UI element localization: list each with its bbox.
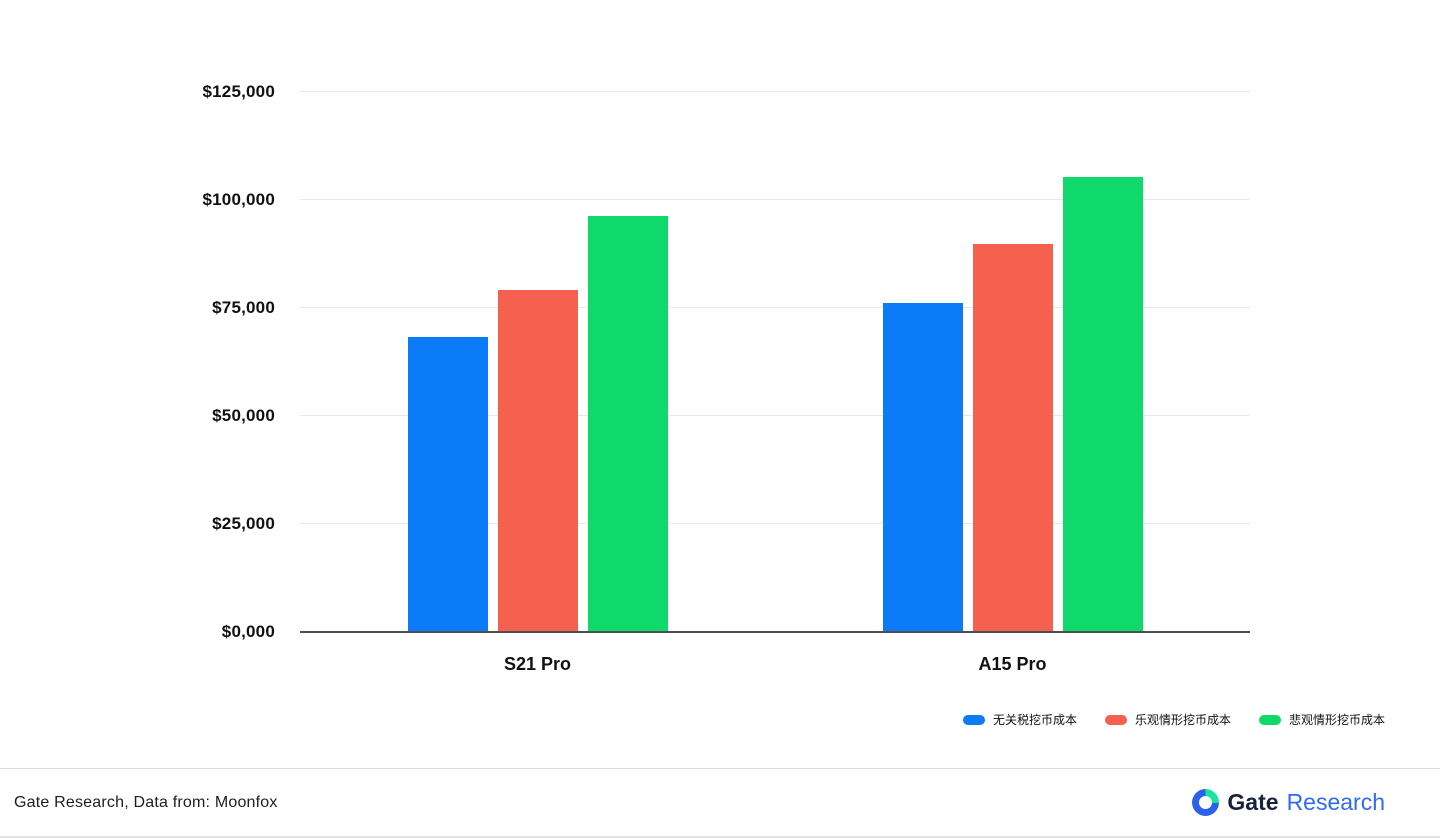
chart-gridlines: $125,000 $100,000 $75,000 $50,000 $25,000 $0,… xyxy=(202,82,1250,641)
y-axis-tick-label: $50,000 xyxy=(212,405,275,425)
y-axis-tick-label: $75,000 xyxy=(212,297,275,317)
brand-name-research: Research xyxy=(1286,789,1385,815)
x-axis-labels: S21 Pro A15 Pro xyxy=(300,631,1250,675)
legend-swatch-icon xyxy=(1104,714,1127,725)
y-axis-tick-label: $25,000 xyxy=(212,513,275,533)
bar-group-a15-pro xyxy=(775,91,1250,631)
legend-item[interactable]: 悲观情形挖币成本 xyxy=(1258,711,1385,728)
gate-logo-icon xyxy=(1192,789,1220,816)
y-axis-tick-label: $100,000 xyxy=(202,189,275,209)
bar[interactable] xyxy=(882,302,963,631)
bar[interactable] xyxy=(497,289,578,631)
y-gridline: $100,000 xyxy=(202,190,1250,209)
bar-group-s21-pro xyxy=(300,91,775,631)
y-gridline: $50,000 xyxy=(212,406,1250,425)
y-gridline: $75,000 xyxy=(212,298,1250,317)
gate-research-logo: Gate Research xyxy=(1192,789,1385,816)
legend-label: 悲观情形挖币成本 xyxy=(1288,713,1385,727)
legend-swatch-icon xyxy=(962,714,985,725)
legend-label: 乐观情形挖币成本 xyxy=(1134,713,1231,727)
y-gridline: $25,000 xyxy=(212,514,1250,533)
footer: Gate Research, Data from: Moonfox Gate R… xyxy=(0,768,1440,836)
bar[interactable] xyxy=(972,244,1053,631)
chart-legend: 无关税挖币成本 乐观情形挖币成本 悲观情形挖币成本 xyxy=(962,711,1385,728)
brand-name-gate: Gate xyxy=(1227,789,1279,815)
bar-chart: $125,000 $100,000 $75,000 $50,000 $25,000 $0,… xyxy=(202,82,1250,674)
x-axis-label: A15 Pro xyxy=(978,654,1047,674)
bar-groups xyxy=(300,91,1250,631)
legend-swatch-icon xyxy=(1258,714,1281,725)
legend-item[interactable]: 无关税挖币成本 xyxy=(962,711,1077,728)
y-axis-tick-label: $125,000 xyxy=(202,81,275,101)
bar[interactable] xyxy=(1062,177,1143,631)
data-source-text: Gate Research, Data from: Moonfox xyxy=(14,793,278,811)
legend-item[interactable]: 乐观情形挖币成本 xyxy=(1104,711,1231,728)
bar[interactable] xyxy=(407,337,488,631)
y-gridline: $125,000 xyxy=(202,82,1250,101)
y-axis-tick-label: $0,000 xyxy=(221,622,275,641)
x-axis-label: S21 Pro xyxy=(503,654,572,674)
legend-label: 无关税挖币成本 xyxy=(992,713,1077,727)
x-axis-line: $0,000 xyxy=(222,622,1250,641)
bar[interactable] xyxy=(587,216,668,631)
